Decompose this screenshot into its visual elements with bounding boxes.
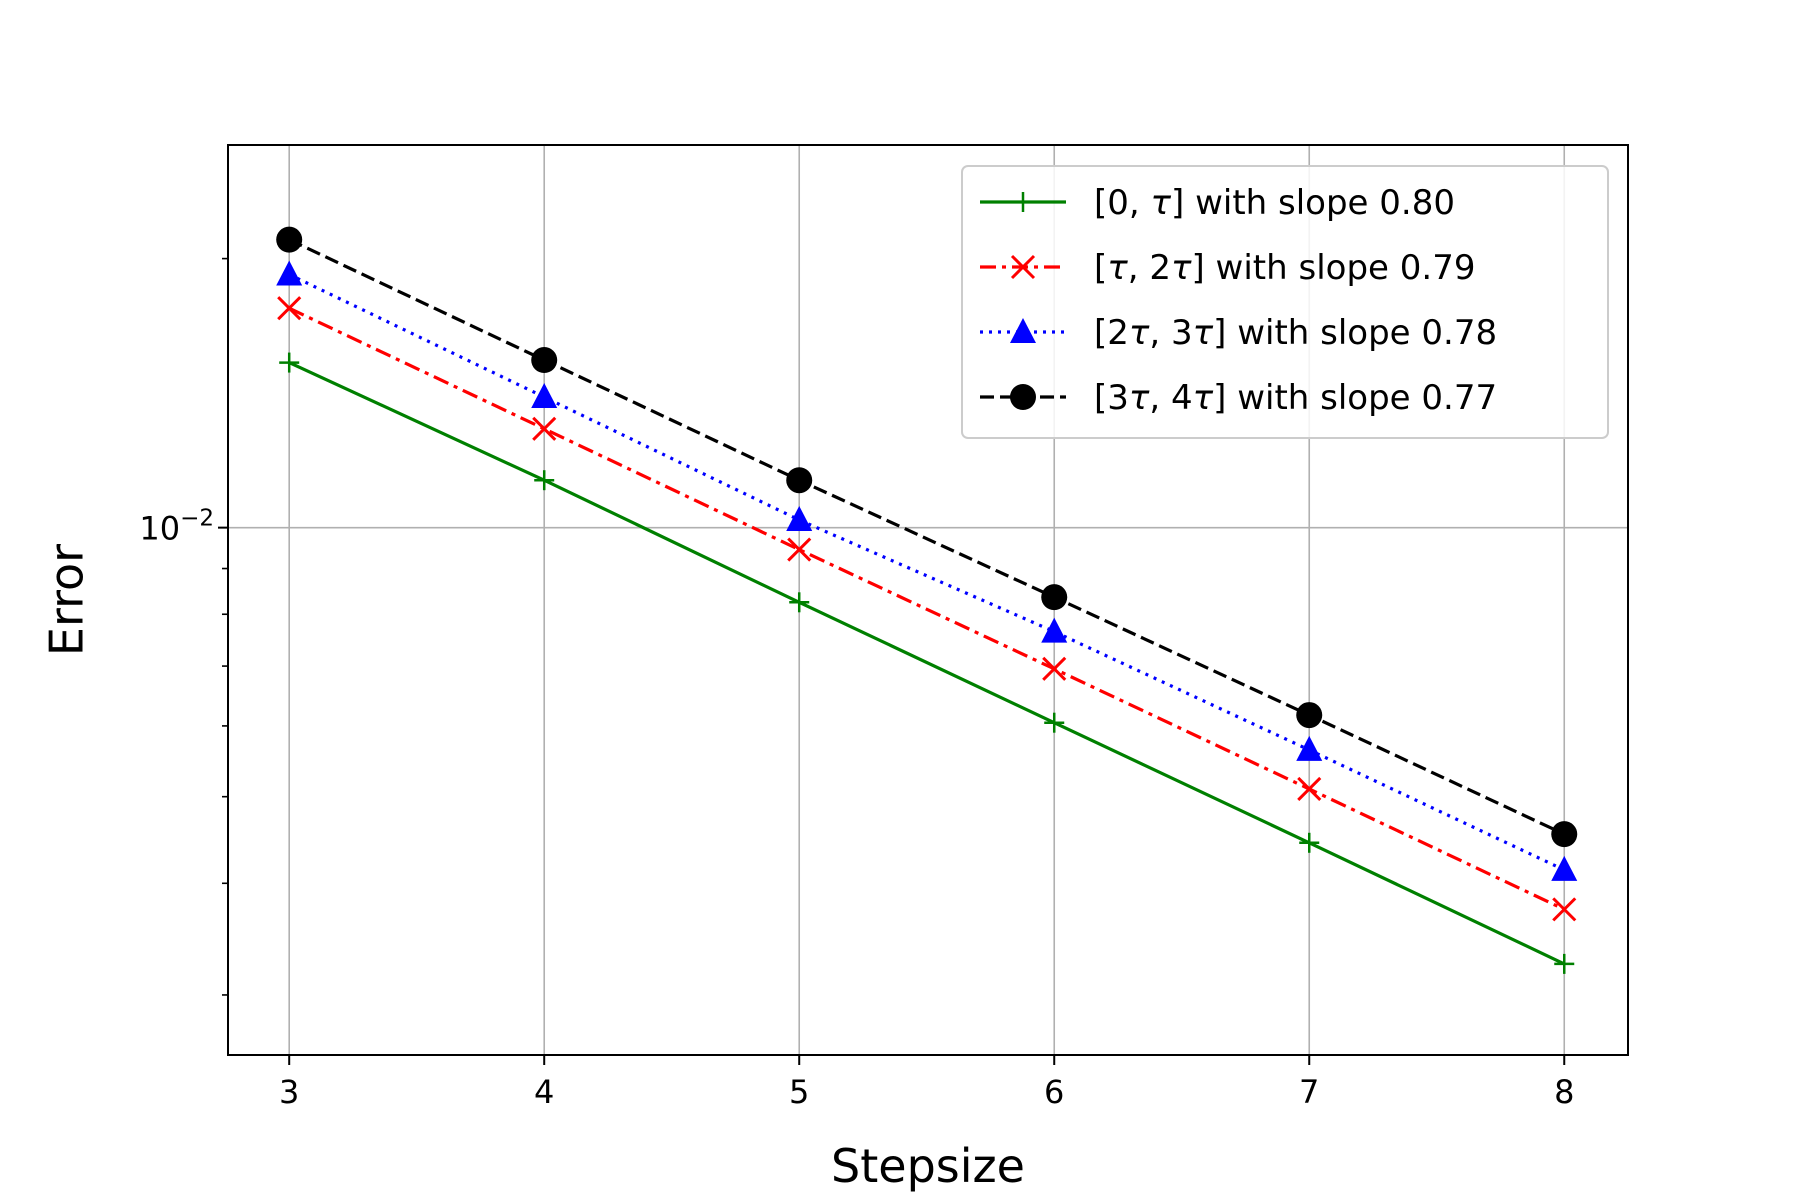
x-tick-label: 3 — [279, 1073, 299, 1111]
data-point — [1041, 584, 1068, 611]
legend-label: [3τ, 4τ] with slope 0.77 — [1094, 378, 1497, 418]
legend-entry: [2τ, 3τ] with slope 0.78 — [980, 313, 1497, 353]
marker-stroke — [1042, 656, 1067, 681]
marker-stroke — [1552, 897, 1577, 922]
series-lines — [276, 226, 1578, 974]
plot-frame — [227, 144, 1629, 1056]
x-tick-label: 7 — [1299, 1073, 1319, 1111]
legend-entry: [3τ, 4τ] with slope 0.77 — [980, 378, 1497, 418]
data-point — [279, 352, 300, 373]
legend-marker — [1010, 384, 1036, 410]
data-point — [1044, 712, 1065, 733]
x-tick-label: 8 — [1554, 1073, 1574, 1111]
data-point — [532, 416, 557, 441]
data-point — [787, 537, 812, 562]
data-point — [1551, 821, 1578, 848]
data-point — [276, 226, 303, 253]
data-point — [531, 383, 558, 409]
y-tick-label: 10−2 — [139, 506, 214, 548]
legend-label: [0, τ] with slope 0.80 — [1094, 183, 1455, 223]
marker-stroke — [787, 537, 812, 562]
series-line — [288, 238, 1565, 836]
data-point — [1299, 832, 1320, 853]
data-point — [786, 467, 813, 494]
series-3 — [276, 260, 1578, 881]
data-point — [786, 505, 813, 531]
legend-marker — [1013, 192, 1033, 212]
data-point — [1551, 855, 1578, 881]
marker-stroke — [1297, 776, 1322, 802]
data-point — [277, 296, 302, 321]
data-point — [1296, 735, 1323, 761]
x-axis-label: Stepsize — [831, 1139, 1025, 1193]
marker-stroke — [277, 296, 302, 321]
legend-label: [2τ, 3τ] with slope 0.78 — [1094, 313, 1497, 353]
legend: [0, τ] with slope 0.80 [τ, 2τ] with slope… — [961, 165, 1609, 439]
x-tick-label: 4 — [534, 1073, 554, 1111]
data-point — [534, 470, 555, 491]
data-point — [789, 592, 810, 613]
series-line — [288, 306, 1565, 911]
y-axis-label: Error — [40, 544, 94, 656]
data-point — [1554, 953, 1575, 974]
data-point — [1297, 776, 1322, 802]
marker-stroke — [1010, 254, 1036, 280]
x-tick-label: 6 — [1044, 1073, 1064, 1111]
data-point — [1296, 702, 1323, 729]
data-point — [531, 347, 558, 374]
legend-marker — [1010, 254, 1036, 280]
series-line — [288, 273, 1565, 872]
data-point — [1042, 656, 1067, 681]
series-1 — [279, 352, 1575, 974]
data-point — [1041, 617, 1068, 643]
legend-marker — [1010, 318, 1036, 343]
axes: 3 4 5 6 7 8 10−2 — [139, 257, 1574, 1111]
series-2 — [277, 296, 1577, 922]
data-point — [1552, 897, 1577, 922]
data-point — [276, 260, 303, 286]
legend-label: [τ, 2τ] with slope 0.79 — [1094, 248, 1475, 288]
x-tick-label: 5 — [789, 1073, 809, 1111]
legend-box — [961, 165, 1609, 439]
marker-stroke — [532, 416, 557, 441]
series-line — [288, 361, 1565, 966]
series-4 — [276, 226, 1578, 848]
legend-entry: [τ, 2τ] with slope 0.79 — [980, 248, 1475, 288]
legend-entry: [0, τ] with slope 0.80 — [980, 183, 1455, 223]
